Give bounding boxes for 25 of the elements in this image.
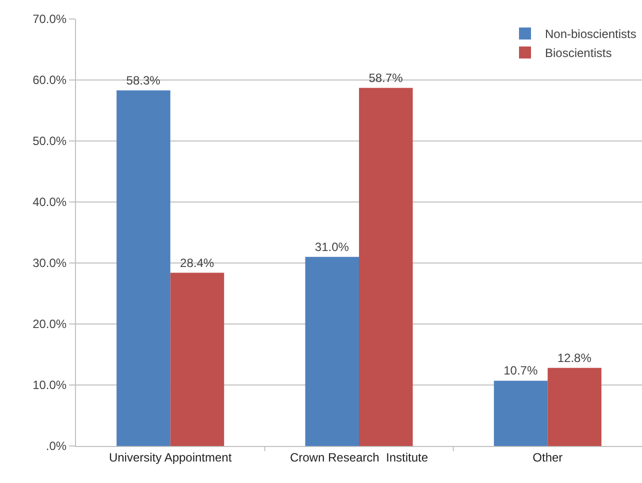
y-tick-label: 40.0% bbox=[32, 195, 67, 210]
data-label: 58.7% bbox=[368, 70, 404, 85]
y-tick-label: 60.0% bbox=[32, 73, 67, 88]
data-label: 31.0% bbox=[314, 240, 350, 254]
bar bbox=[548, 368, 602, 446]
x-tick-label: Other bbox=[532, 450, 563, 464]
x-tick-label: Crown Research Institute bbox=[290, 450, 428, 464]
bar bbox=[116, 90, 170, 446]
y-tick-label: 30.0% bbox=[32, 256, 67, 270]
y-tick-label: 20.0% bbox=[32, 317, 67, 332]
data-label: 10.7% bbox=[504, 364, 538, 378]
data-label: 12.8% bbox=[557, 350, 592, 365]
y-tick-label: 50.0% bbox=[32, 134, 67, 148]
bar bbox=[359, 88, 413, 446]
y-tick-label: 10.0% bbox=[32, 378, 67, 392]
bar bbox=[170, 272, 224, 446]
data-label: 58.3% bbox=[126, 73, 161, 88]
x-tick-label: University Appointment bbox=[108, 450, 232, 464]
y-tick-label: .0% bbox=[46, 439, 67, 454]
legend-label: Non-bioscientists bbox=[545, 27, 636, 42]
legend-label: Bioscientists bbox=[545, 46, 612, 60]
bar bbox=[305, 256, 359, 446]
data-label: 28.4% bbox=[180, 256, 214, 270]
bar bbox=[494, 380, 548, 446]
y-tick-label: 70.0% bbox=[32, 12, 67, 26]
